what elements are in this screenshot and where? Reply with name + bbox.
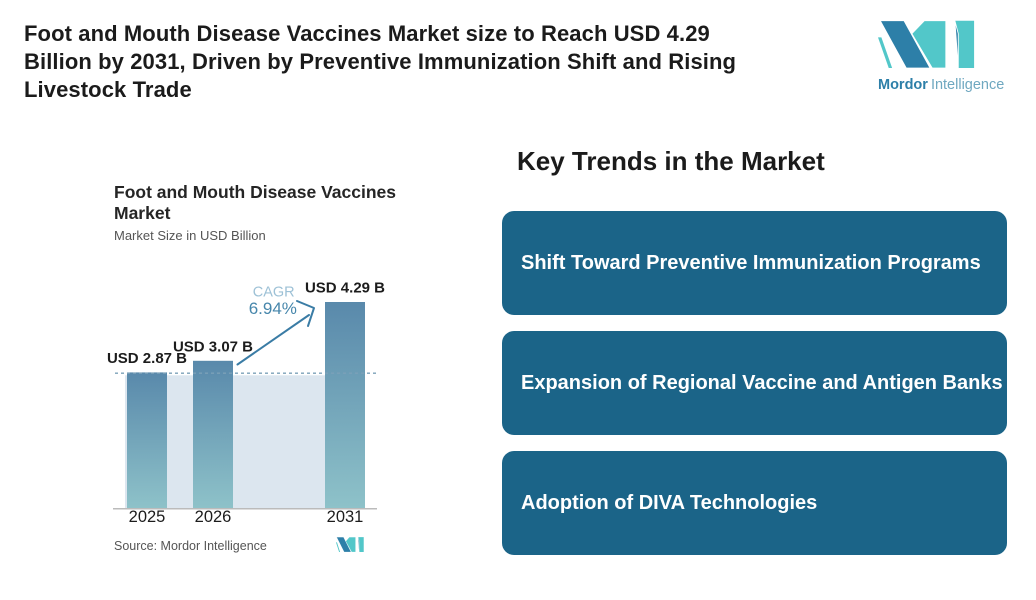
- svg-text:2025: 2025: [129, 508, 166, 526]
- svg-text:USD 3.07 B: USD 3.07 B: [173, 339, 253, 356]
- svg-text:2031: 2031: [327, 508, 364, 526]
- svg-text:2026: 2026: [195, 508, 232, 526]
- svg-text:6.94%: 6.94%: [249, 299, 297, 318]
- svg-text:USD 4.29 B: USD 4.29 B: [305, 280, 385, 297]
